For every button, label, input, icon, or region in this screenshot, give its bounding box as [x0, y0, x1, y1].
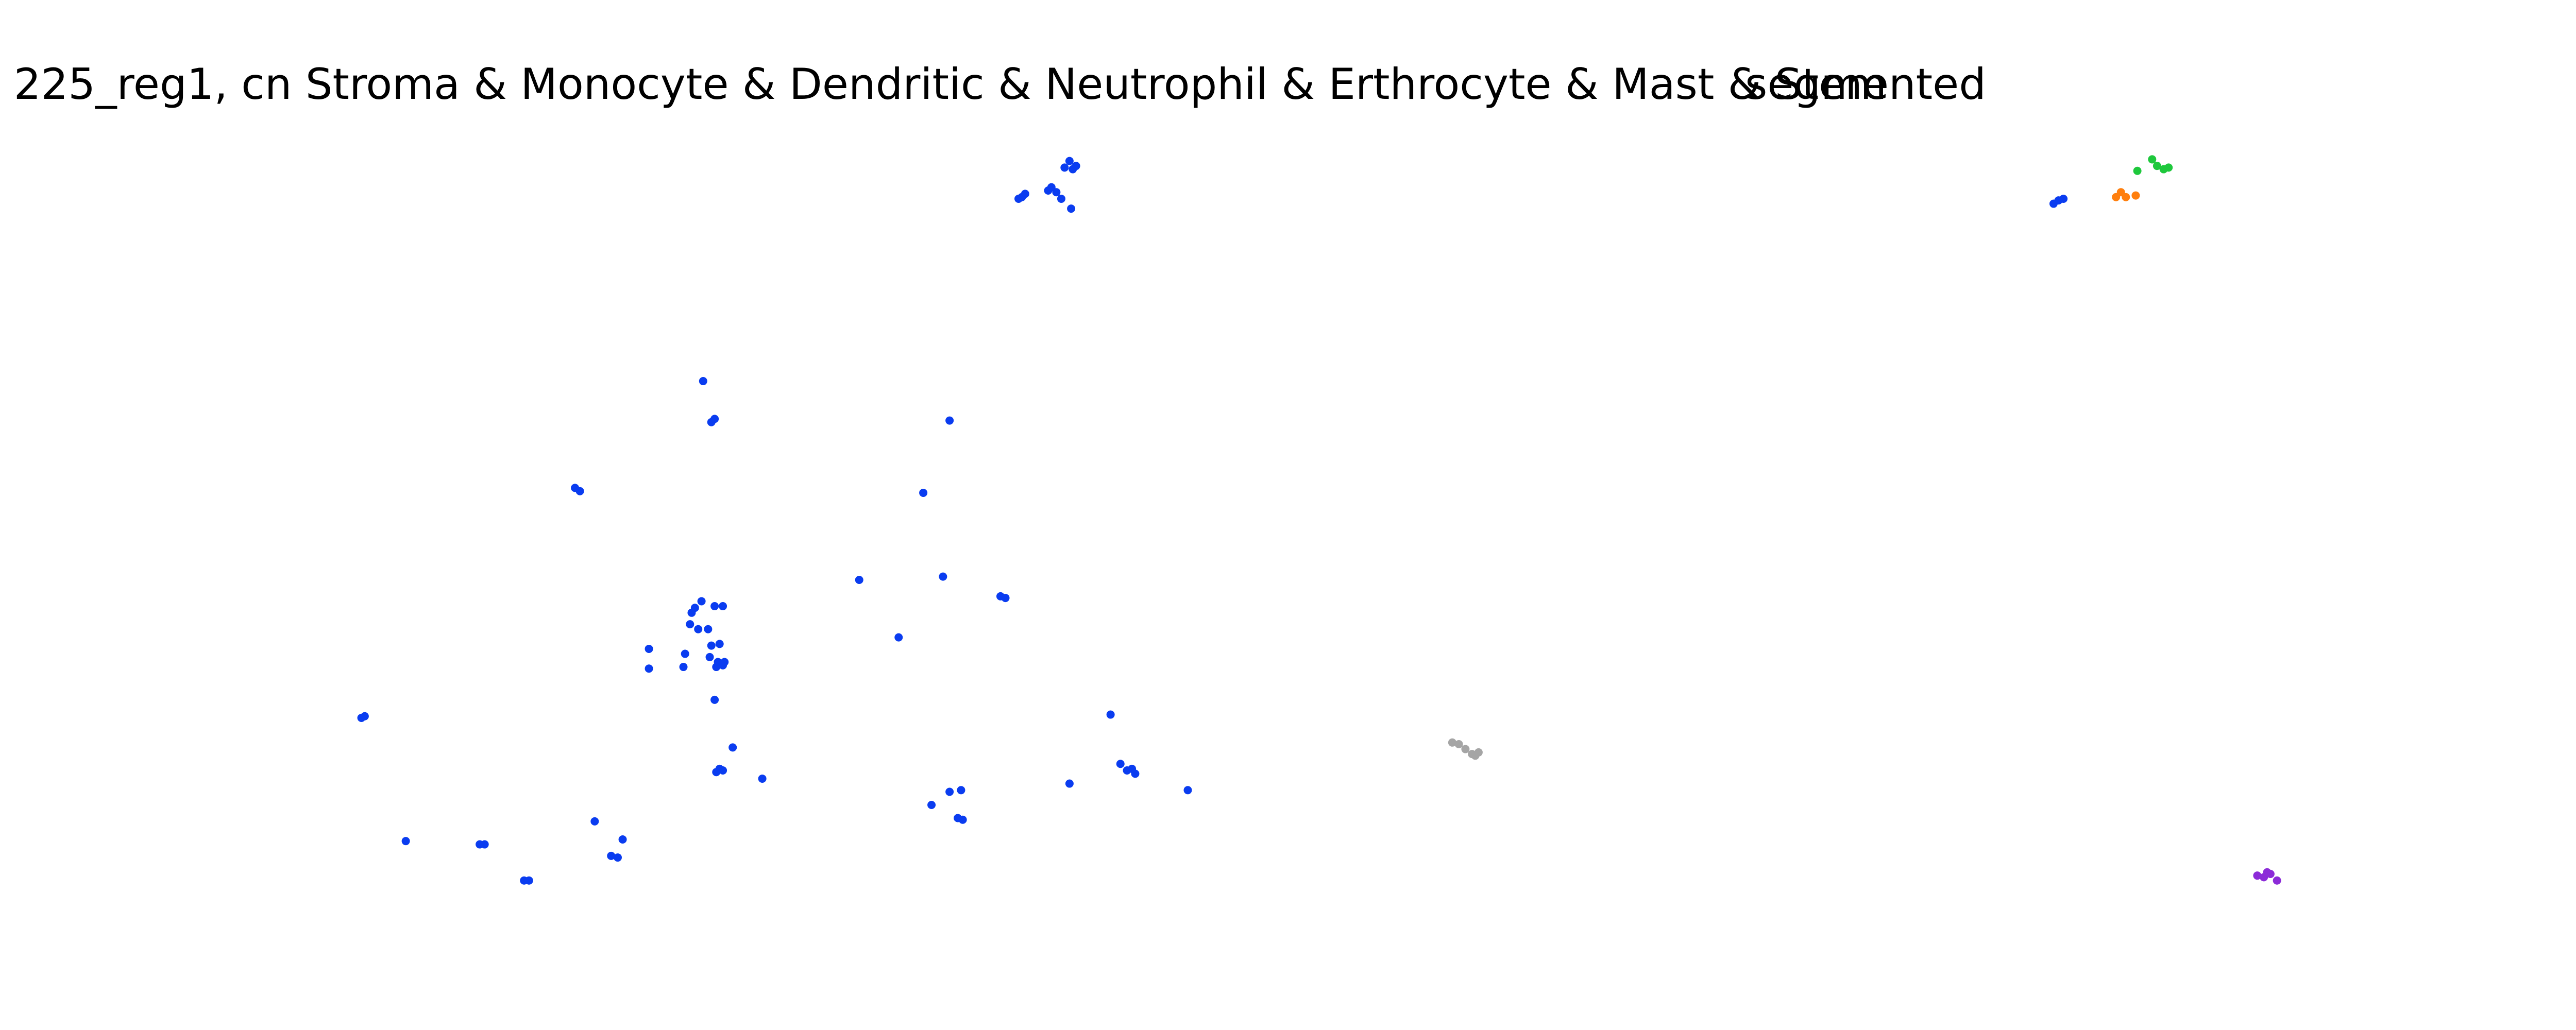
point — [1471, 751, 1480, 760]
point — [2164, 163, 2173, 172]
point — [590, 817, 599, 826]
point — [613, 853, 622, 862]
point — [705, 653, 714, 661]
point — [2253, 871, 2262, 880]
point — [645, 664, 653, 673]
point — [1461, 745, 1470, 753]
point — [2059, 194, 2068, 203]
point — [712, 663, 721, 672]
point — [2148, 155, 2157, 164]
point — [1131, 769, 1140, 778]
point — [704, 625, 713, 633]
point — [719, 602, 727, 611]
point — [1069, 165, 1077, 174]
point — [715, 640, 724, 648]
point — [575, 487, 584, 495]
point — [945, 787, 954, 796]
point — [2153, 162, 2161, 170]
point — [1060, 163, 1069, 172]
point — [1065, 157, 1074, 165]
point — [1454, 740, 1463, 748]
point — [939, 572, 947, 581]
point — [607, 851, 616, 860]
point — [2122, 193, 2130, 201]
point — [1183, 786, 1192, 795]
point — [687, 608, 696, 617]
point — [728, 743, 737, 752]
point — [681, 649, 689, 658]
point — [927, 800, 936, 809]
point — [1052, 188, 1061, 197]
point — [2263, 868, 2272, 877]
chart-title: segmented — [1745, 59, 1986, 109]
point — [894, 633, 903, 642]
point — [1001, 594, 1010, 603]
point — [855, 575, 863, 584]
point — [710, 602, 719, 611]
point — [712, 768, 721, 777]
point — [645, 644, 653, 653]
point — [699, 377, 707, 386]
point — [2273, 876, 2281, 885]
point — [401, 837, 410, 846]
point — [524, 876, 533, 885]
point — [679, 663, 688, 672]
point — [710, 695, 719, 704]
point — [1014, 194, 1023, 203]
point — [1057, 194, 1065, 203]
point — [618, 835, 627, 844]
point — [697, 597, 706, 606]
point — [686, 620, 694, 629]
point — [357, 713, 366, 722]
chart-title: 225_reg1, cn Stroma & Monocyte & Dendrit… — [14, 59, 1887, 109]
point — [1448, 738, 1456, 747]
point — [707, 641, 716, 650]
point — [1044, 186, 1053, 195]
point — [1021, 190, 1029, 198]
point — [710, 415, 719, 423]
point — [720, 658, 729, 666]
point — [945, 416, 954, 425]
point — [919, 488, 928, 497]
point — [1106, 710, 1115, 719]
point — [957, 786, 965, 795]
point — [719, 766, 727, 775]
point — [1116, 760, 1125, 768]
point — [2133, 166, 2142, 175]
point — [758, 774, 767, 783]
point — [694, 625, 703, 633]
point — [1067, 204, 1076, 213]
point — [480, 840, 489, 849]
point — [958, 815, 967, 824]
point — [1065, 779, 1074, 788]
point — [2131, 191, 2140, 200]
